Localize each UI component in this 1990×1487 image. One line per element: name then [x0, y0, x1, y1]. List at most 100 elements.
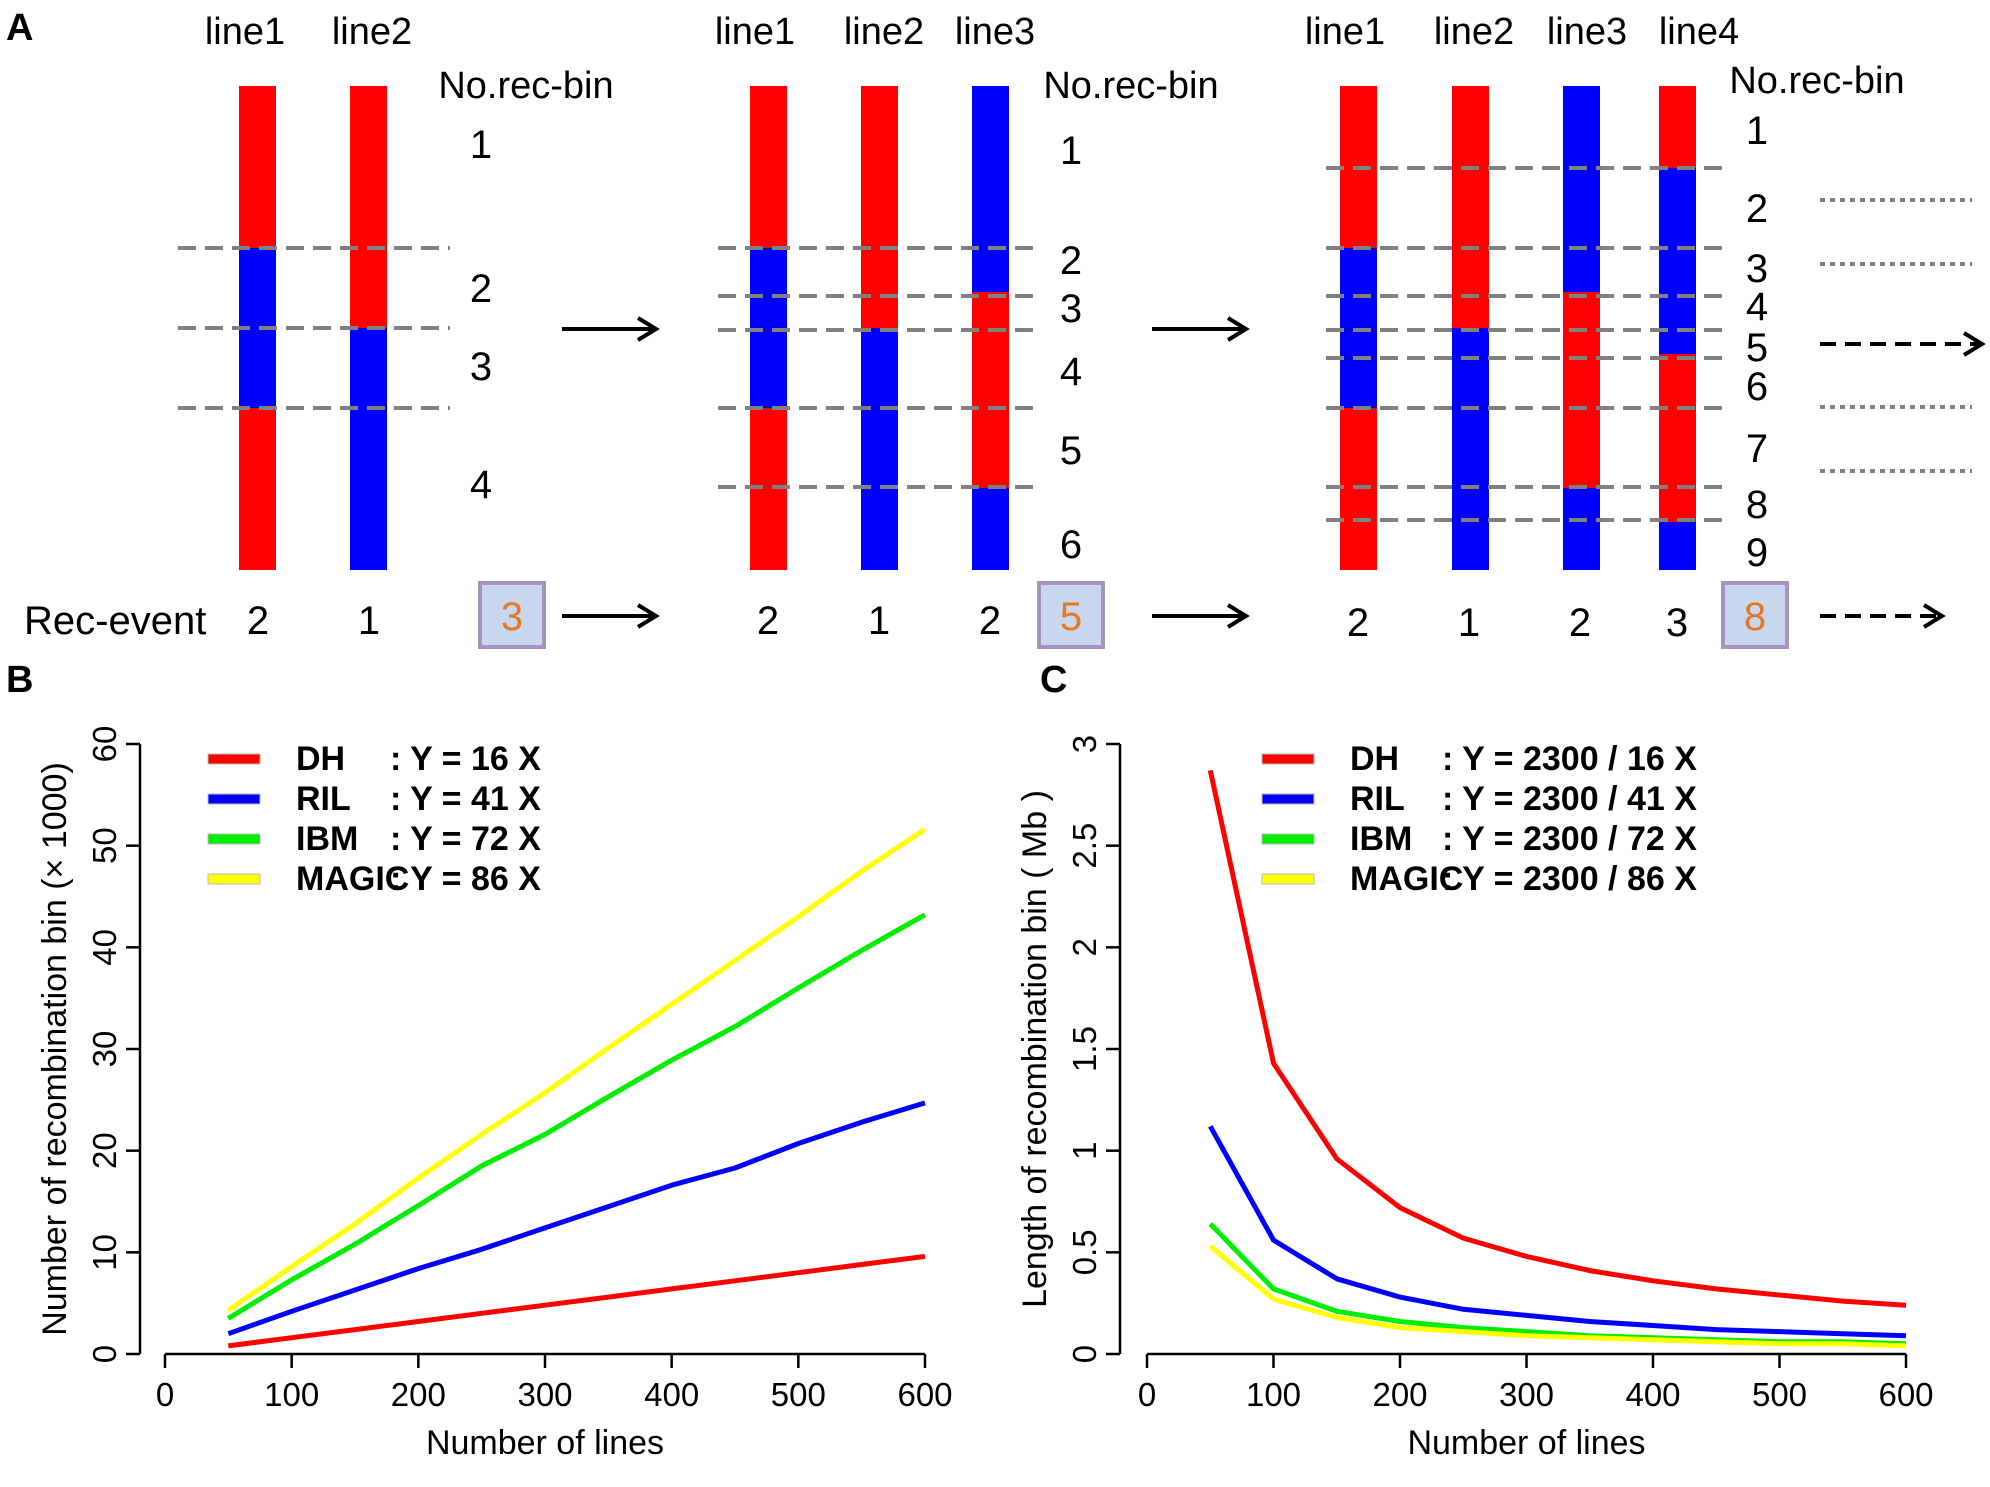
stage-3-line2-label: line2	[1434, 11, 1514, 53]
x-tick-label: 500	[771, 1376, 826, 1413]
stage-2-bin-label: 1	[1060, 129, 1082, 173]
x-tick-label: 600	[897, 1376, 952, 1413]
legend-label-magic: MAGIC	[296, 860, 409, 898]
stage-1: line1 line2 No.rec-bin 1 2 3 4 Rec-event…	[24, 11, 614, 649]
arrow-right	[562, 316, 660, 342]
x-tick-label: 0	[1138, 1376, 1156, 1413]
stage-3-line2-rec: 1	[1458, 601, 1480, 645]
y-tick-label: 1.5	[1066, 1026, 1103, 1072]
panel-label-b: B	[6, 659, 33, 701]
stage-2-line3-seg-red	[972, 292, 1009, 488]
arrow-right	[562, 603, 660, 629]
y-tick-label: 0.5	[1066, 1229, 1103, 1275]
stage-3-line4-seg-blue	[1659, 522, 1696, 570]
stage-1-line2-rec: 1	[358, 599, 380, 643]
stage-3-line4-seg-red	[1659, 354, 1696, 522]
stage-3: line1 line2 line3 line4 No.rec-bin	[1305, 11, 1986, 649]
series-line-ibm	[226, 912, 927, 1321]
stage-3-line4-label: line4	[1659, 11, 1739, 53]
stage-3-total-box	[1721, 581, 1789, 649]
y-tick-label: 50	[86, 827, 123, 864]
y-tick-label: 1	[1066, 1141, 1103, 1159]
stage-2-bin-label: 4	[1060, 350, 1082, 394]
stage-2-line1-seg-red	[750, 86, 787, 248]
x-axis-label: Number of lines	[426, 1424, 664, 1462]
legend-formula-ibm: : Y = 72 X	[390, 820, 541, 858]
stage-3-line1-label: line1	[1305, 11, 1385, 53]
stage-2-bin-label: 3	[1060, 287, 1082, 331]
legend-swatch-ibm	[207, 833, 261, 845]
series-line-dh	[1207, 769, 1907, 1308]
stage-2-line2-label: line2	[844, 11, 924, 53]
stage-2-bin-label: 5	[1060, 429, 1082, 473]
legend-formula-ril: : Y = 41 X	[390, 780, 541, 818]
x-tick-label: 200	[1372, 1376, 1427, 1413]
stage-3-line1-rec: 2	[1347, 601, 1369, 645]
dashed-arrow-right	[1820, 603, 1946, 629]
y-tick-label: 30	[86, 1031, 123, 1068]
arrow-right	[1152, 603, 1250, 629]
y-tick-label: 3	[1066, 735, 1103, 753]
stage-2-line2-seg-red	[861, 86, 898, 328]
x-tick-label: 100	[1246, 1376, 1301, 1413]
stage-3-bin-label: 2	[1746, 187, 1768, 231]
stage-2-line3-rec: 2	[979, 599, 1001, 643]
x-tick-label: 100	[264, 1376, 319, 1413]
stage-2-bin-label: 6	[1060, 523, 1082, 567]
legend-swatch-dh	[207, 753, 261, 765]
legend-label-ibm: IBM	[296, 820, 358, 858]
y-axis-label: Number of recombination bin (× 1000)	[36, 762, 74, 1336]
legend-label-ril: RIL	[296, 780, 351, 818]
series-line-magic	[1208, 1244, 1907, 1349]
x-axis-label: Number of lines	[1407, 1424, 1645, 1462]
arrow-right	[1152, 316, 1250, 342]
stage-2-bin-label: 2	[1060, 239, 1082, 283]
panel-a-diagram: line1 line2 No.rec-bin 1 2 3 4 Rec-event…	[24, 11, 1986, 649]
y-tick-label: 2.5	[1066, 823, 1103, 869]
series-line-dh	[227, 1253, 926, 1349]
y-tick-label: 60	[86, 726, 123, 763]
legend-label-dh: DH	[1350, 740, 1399, 778]
x-tick-label: 400	[1625, 1376, 1680, 1413]
stage-2-line2-rec: 1	[868, 599, 890, 643]
stage-3-bin-label: 7	[1746, 427, 1768, 471]
legend-swatch-dh	[1261, 753, 1315, 765]
stage-3-line3-seg-blue	[1563, 488, 1600, 570]
stage-2-line1-label: line1	[715, 11, 795, 53]
stage-2-total: 5	[1060, 595, 1082, 639]
rec-event-label: Rec-event	[24, 599, 206, 643]
stage-1-line1-rec: 2	[247, 599, 269, 643]
legend-label-dh: DH	[296, 740, 345, 778]
stage-1-bin-label: 2	[470, 267, 492, 311]
chart-c: 0 0.5 1 1.5 2 2.5 3 0 100 200 300 400 500 600 Number o…	[1016, 735, 1934, 1462]
y-tick-label: 0	[86, 1345, 123, 1363]
legend-swatch-ril	[1261, 793, 1315, 805]
stage-3-line4-rec: 3	[1666, 601, 1688, 645]
stage-3-line2-seg-blue	[1452, 328, 1489, 570]
x-tick-label: 400	[644, 1376, 699, 1413]
x-tick-label: 300	[1499, 1376, 1554, 1413]
legend-formula-ibm: : Y = 2300 / 72 X	[1442, 820, 1697, 858]
x-tick-label: 300	[517, 1376, 572, 1413]
legend-swatch-magic	[207, 873, 261, 885]
stage-3-line4-seg-red	[1659, 86, 1696, 168]
x-tick-label: 0	[156, 1376, 174, 1413]
stage-2-bin-header: No.rec-bin	[1043, 65, 1218, 107]
stage-3-line3-seg-red	[1563, 292, 1600, 488]
stage-3-bin-label: 1	[1746, 109, 1768, 153]
stage-2-line2-seg-blue	[861, 328, 898, 570]
stage-2-line3-seg-blue	[972, 488, 1009, 570]
stage-3-bin-header: No.rec-bin	[1729, 60, 1904, 102]
stage-2-line3-label: line3	[955, 11, 1035, 53]
legend-swatch-ibm	[1261, 833, 1315, 845]
stage-3-line3-seg-blue	[1563, 86, 1600, 292]
stage-3-bin-label: 3	[1746, 247, 1768, 291]
panel-label-c: C	[1040, 659, 1067, 701]
x-tick-label: 200	[391, 1376, 446, 1413]
stage-3-line3-label: line3	[1547, 11, 1627, 53]
stage-1-line2-seg-blue	[350, 328, 387, 570]
stage-1-bin-label: 4	[470, 463, 492, 507]
series-line-ibm	[1208, 1222, 1907, 1347]
legend-swatch-magic	[1261, 873, 1315, 885]
